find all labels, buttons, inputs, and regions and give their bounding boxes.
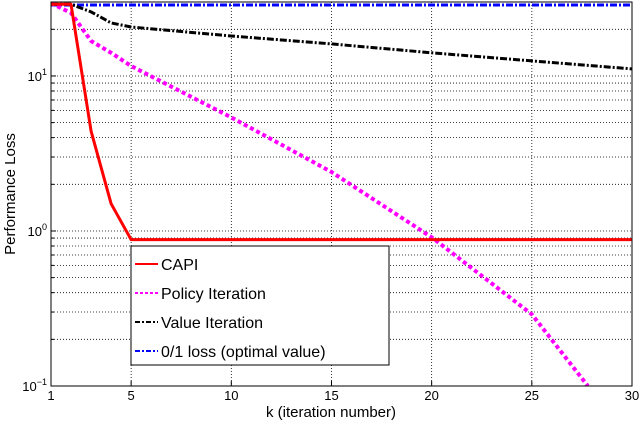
series-policy-iteration (51, 2, 590, 386)
legend-label: 0/1 loss (optimal value) (161, 344, 326, 361)
legend-box (130, 245, 390, 366)
x-tick-labels: 1 5 10 15 20 25 30 (47, 388, 639, 403)
y-tick-labels: 10−1 100 101 (22, 67, 47, 394)
x-tick-label: 5 (128, 388, 135, 403)
y-tick-label: 100 (28, 222, 47, 239)
legend-item-value-iteration: Value Iteration (135, 315, 263, 332)
legend-label: Policy Iteration (161, 286, 266, 303)
x-tick-label: 1 (47, 388, 54, 403)
legend-label: CAPI (161, 257, 198, 274)
y-tick-label: 101 (28, 67, 47, 84)
series-layer (51, 2, 632, 386)
series-capi (51, 2, 632, 242)
legend: CAPI Policy Iteration Value Iteration 0/… (130, 245, 390, 366)
series-value-iteration (51, 2, 632, 71)
legend-item-capi: CAPI (135, 257, 198, 274)
x-tick-label: 10 (224, 388, 238, 403)
x-tick-label: 30 (625, 388, 639, 403)
y-tick-label: 10−1 (22, 377, 47, 394)
plot-frame (50, 1, 633, 387)
legend-item-optimal: 0/1 loss (optimal value) (135, 344, 326, 361)
y-axis-title: Performance Loss (2, 133, 19, 255)
x-tick-label: 15 (324, 388, 338, 403)
x-axis-title: k (iteration number) (266, 404, 396, 421)
legend-label: Value Iteration (161, 315, 263, 332)
x-tick-label: 25 (525, 388, 539, 403)
x-tick-label: 20 (424, 388, 438, 403)
legend-item-policy-iteration: Policy Iteration (135, 286, 266, 303)
axis-ticks (50, 28, 633, 386)
